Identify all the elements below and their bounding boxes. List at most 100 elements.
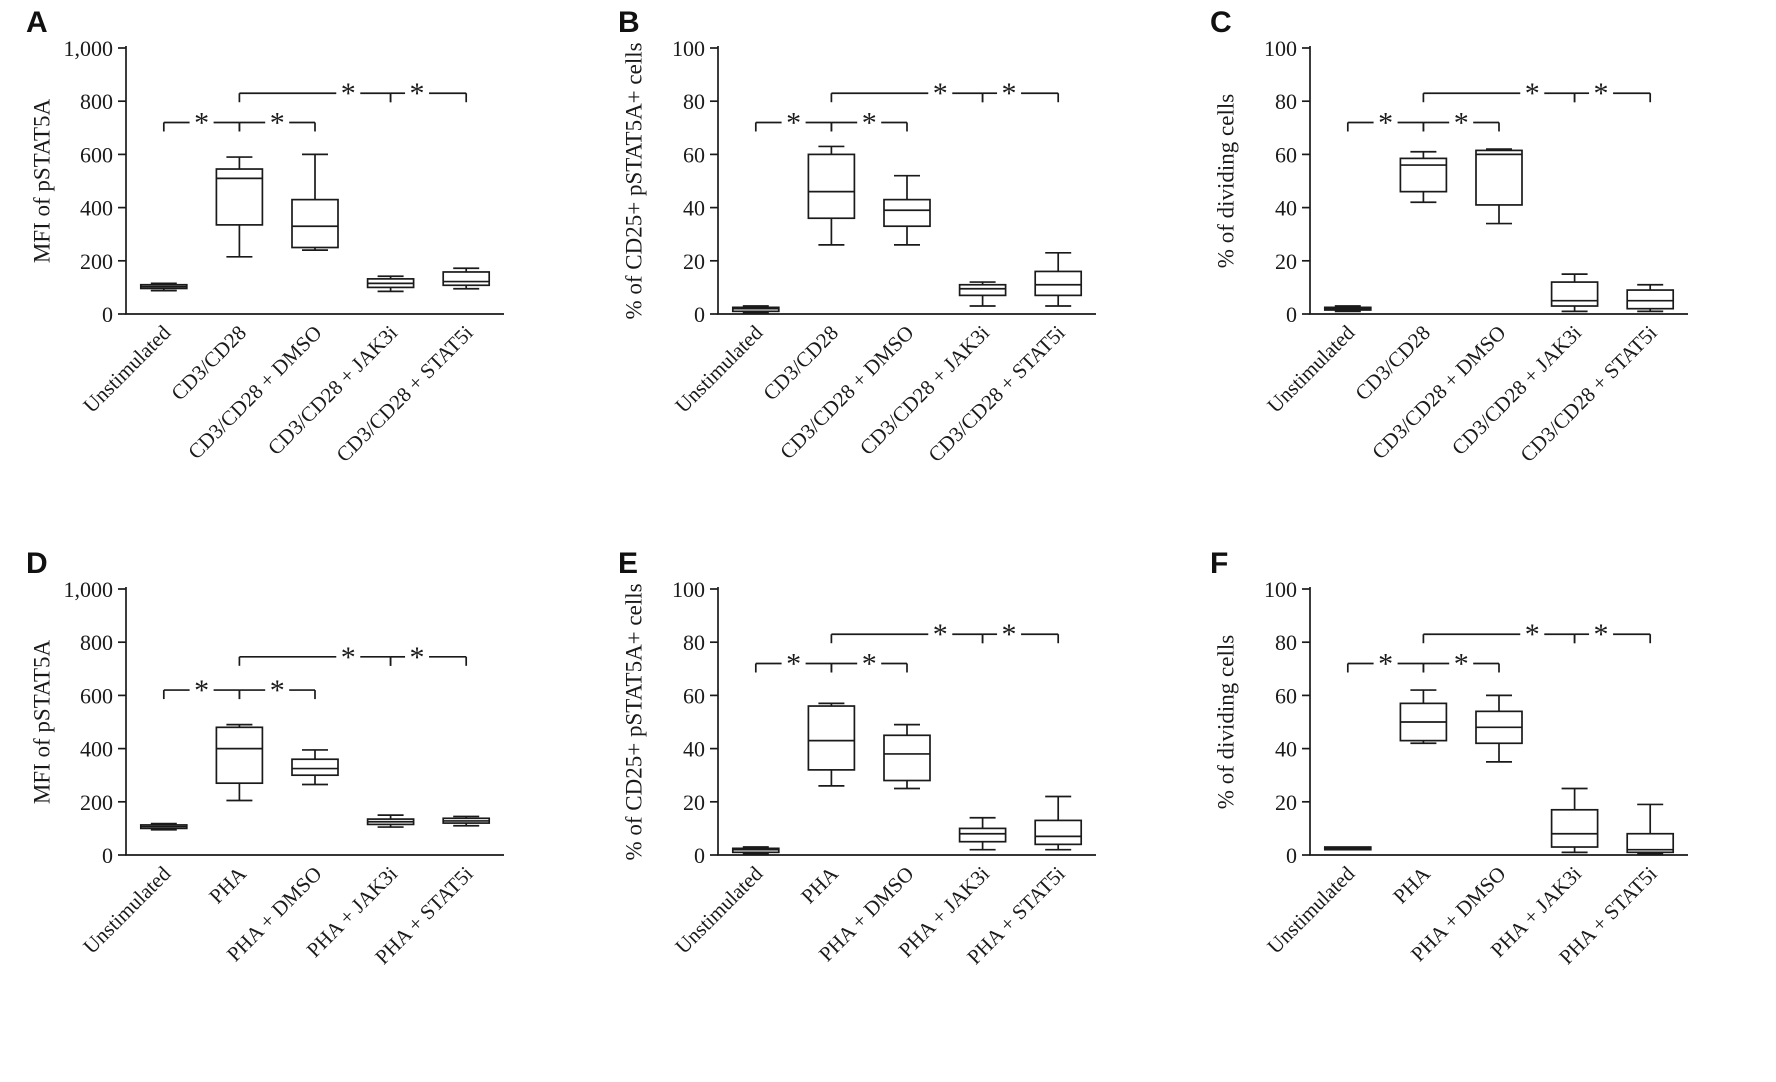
box-plot [731,846,780,855]
box [1034,270,1083,297]
x-category-label: CD3/CD28 + JAK3i [263,320,402,459]
panel-label: E [618,547,639,580]
x-category-label: Unstimulated [1262,320,1359,417]
box-plot [958,281,1007,307]
x-category-label: Unstimulated [78,320,175,417]
box-plot [731,305,780,314]
significance-star: * [194,674,209,707]
significance-star: * [1594,618,1609,651]
y-axis-label: % of CD25+ pSTAT5A+ cells [622,583,647,860]
significance-star: * [933,618,948,651]
box [215,168,264,226]
box [215,726,264,785]
box [883,198,931,228]
significance-bracket: * [1573,618,1652,651]
significance-bracket: * [754,647,833,680]
y-tick-label: 60 [683,142,705,167]
x-category-label: PHA [204,861,251,908]
x-category-label: Unstimulated [670,320,767,417]
significance-star: * [410,641,425,674]
y-tick-label: 100 [672,36,705,61]
significance-star: * [1002,618,1017,651]
significance-star: * [410,77,425,110]
significance-bracket: * [238,641,392,674]
box-plot [291,749,339,786]
y-tick-label: 60 [1275,142,1297,167]
significance-bracket: * [1346,647,1425,680]
box-plot [1399,150,1448,204]
box-plot [139,282,188,292]
x-category-label: CD3/CD28 + JAK3i [1447,320,1586,459]
significance-bracket: * [754,106,833,139]
box-plot [442,815,491,827]
y-tick-label: 1,000 [64,577,114,602]
box [1550,808,1599,848]
box-plot-chart-c: 0 20 40 60 80 100 % of dividing cells Unstimula… [1214,36,1688,467]
y-tick-label: 800 [80,630,113,655]
panel-f: F 0 20 40 60 80 100 % of dividing cells Unstimu… [1184,541,1776,1082]
x-category-label: CD3/CD28 + JAK3i [855,320,994,459]
y-tick-label: 20 [1275,790,1297,815]
significance-bracket: * [1422,618,1576,651]
significance-star: * [1454,106,1469,139]
y-tick-label: 40 [1275,737,1297,762]
y-axis-label: % of CD25+ pSTAT5A+ cells [622,42,647,319]
y-tick-label: 200 [80,790,113,815]
x-category-label: PHA [1388,861,1435,908]
significance-bracket: * [1346,106,1425,139]
box [958,283,1007,297]
panel-c: C 0 20 40 60 80 100 % of dividing cells Unstimu… [1184,0,1776,541]
significance-star: * [933,77,948,110]
panel-label: A [26,6,48,39]
significance-star: * [194,106,209,139]
y-tick-label: 80 [683,89,705,114]
y-tick-label: 0 [1286,302,1297,327]
x-category-label: CD3/CD28 + DMSO [775,321,918,464]
box-plot [883,174,931,246]
y-tick-label: 100 [1264,577,1297,602]
significance-bracket: * [162,674,241,707]
y-axis-label: % of dividing cells [1214,94,1239,268]
box [291,198,339,249]
x-category-label: PHA [796,861,843,908]
box-plot [1475,148,1523,225]
significance-bracket: * [830,77,984,110]
x-category-label: Unstimulated [78,861,175,958]
significance-bracket: * [830,106,908,139]
box [1550,281,1599,307]
x-category-label: Unstimulated [670,861,767,958]
x-category-label: CD3/CD28 + STAT5i [923,320,1069,466]
y-axis-label: % of dividing cells [1214,635,1239,809]
significance-bracket: * [389,77,468,110]
box [883,734,931,782]
significance-star: * [1594,77,1609,110]
panel-a: A 0 200 400 600 800 1,000 MFI of pSTAT5A Unstim… [0,0,592,541]
significance-bracket: * [389,641,468,674]
y-tick-label: 80 [1275,89,1297,114]
box-plot-chart-e: 0 20 40 60 80 100 % of CD25+ pSTAT5A+ cells Uns… [622,577,1096,969]
y-tick-label: 20 [683,790,705,815]
box [1399,157,1448,193]
significance-bracket: * [1422,77,1576,110]
box-plot [139,822,188,831]
box [291,758,339,777]
x-category-label: Unstimulated [1262,861,1359,958]
box-plot [291,153,339,252]
significance-star: * [270,106,285,139]
y-tick-label: 400 [80,737,113,762]
significance-star: * [270,674,285,707]
y-tick-label: 20 [683,249,705,274]
box [442,271,491,287]
y-tick-label: 40 [1275,196,1297,221]
box-plot [883,723,931,790]
significance-star: * [862,647,877,680]
y-tick-label: 0 [102,843,113,868]
y-tick-label: 0 [1286,843,1297,868]
significance-star: * [341,641,356,674]
y-tick-label: 400 [80,196,113,221]
box-plot-chart-d: 0 200 400 600 800 1,000 MFI of pSTAT5A Unstimul… [30,577,504,969]
significance-star: * [1525,618,1540,651]
box-plot [1550,273,1599,313]
box [807,705,856,771]
